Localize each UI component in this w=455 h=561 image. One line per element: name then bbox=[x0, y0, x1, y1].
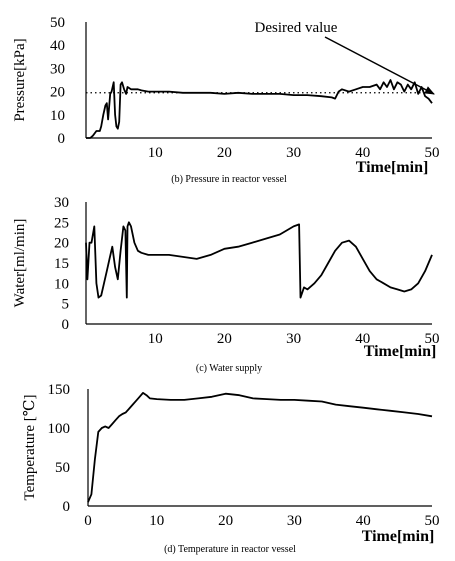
y-tick-label: 150 bbox=[48, 382, 71, 398]
y-tick-label: 20 bbox=[50, 85, 65, 101]
y-tick-label: 0 bbox=[63, 499, 71, 515]
y-tick-label: 30 bbox=[50, 61, 65, 77]
y-tick-label: 50 bbox=[50, 15, 65, 31]
x-tick-label: 40 bbox=[355, 145, 370, 161]
series-line-1 bbox=[85, 221, 433, 299]
y-tick-label: 10 bbox=[50, 108, 65, 124]
x-axis-label: Time[min] bbox=[362, 528, 435, 545]
y-axis-label: Temperature [℃] bbox=[22, 394, 38, 500]
desired-value-arrow bbox=[324, 36, 435, 95]
y-tick-label: 15 bbox=[54, 256, 69, 272]
y-tick-label: 50 bbox=[55, 460, 70, 476]
x-axis-label: Time[min] bbox=[364, 343, 437, 360]
y-axis-label: Water[ml/min] bbox=[12, 219, 28, 308]
y-tick-label: 25 bbox=[54, 215, 69, 231]
x-tick-label: 20 bbox=[217, 331, 232, 347]
y-tick-label: 100 bbox=[48, 421, 71, 437]
series-line-1 bbox=[87, 391, 433, 503]
y-tick-label: 10 bbox=[54, 276, 69, 292]
x-tick-label: 0 bbox=[84, 513, 92, 529]
desired-value-label: Desired value bbox=[255, 20, 338, 36]
x-tick-label: 20 bbox=[218, 513, 233, 529]
x-tick-label: 50 bbox=[425, 331, 440, 347]
x-tick-label: 10 bbox=[149, 513, 164, 529]
series-line-1 bbox=[86, 79, 433, 139]
x-tick-label: 40 bbox=[355, 331, 370, 347]
x-tick-label: 30 bbox=[286, 331, 301, 347]
x-tick-label: 20 bbox=[217, 145, 232, 161]
y-tick-label: 20 bbox=[54, 236, 69, 252]
x-tick-label: 40 bbox=[356, 513, 371, 529]
figure-caption: (b) Pressure in reactor vessel bbox=[171, 174, 287, 185]
x-tick-label: 50 bbox=[425, 513, 440, 529]
y-axis-label: Pressure[kPa] bbox=[12, 38, 28, 121]
y-tick-label: 30 bbox=[54, 195, 69, 211]
x-tick-label: 30 bbox=[286, 145, 301, 161]
y-tick-label: 5 bbox=[62, 297, 70, 313]
y-tick-label: 0 bbox=[58, 131, 66, 147]
figure-caption: (c) Water supply bbox=[196, 363, 262, 374]
x-tick-label: 10 bbox=[148, 145, 163, 161]
y-tick-label: 0 bbox=[62, 317, 70, 333]
figure-caption: (d) Temperature in reactor vessel bbox=[164, 544, 296, 555]
y-tick-label: 40 bbox=[50, 38, 65, 54]
x-tick-label: 30 bbox=[287, 513, 302, 529]
x-tick-label: 10 bbox=[148, 331, 163, 347]
x-axis-label: Time[min] bbox=[356, 159, 429, 176]
x-tick-label: 50 bbox=[425, 145, 440, 161]
